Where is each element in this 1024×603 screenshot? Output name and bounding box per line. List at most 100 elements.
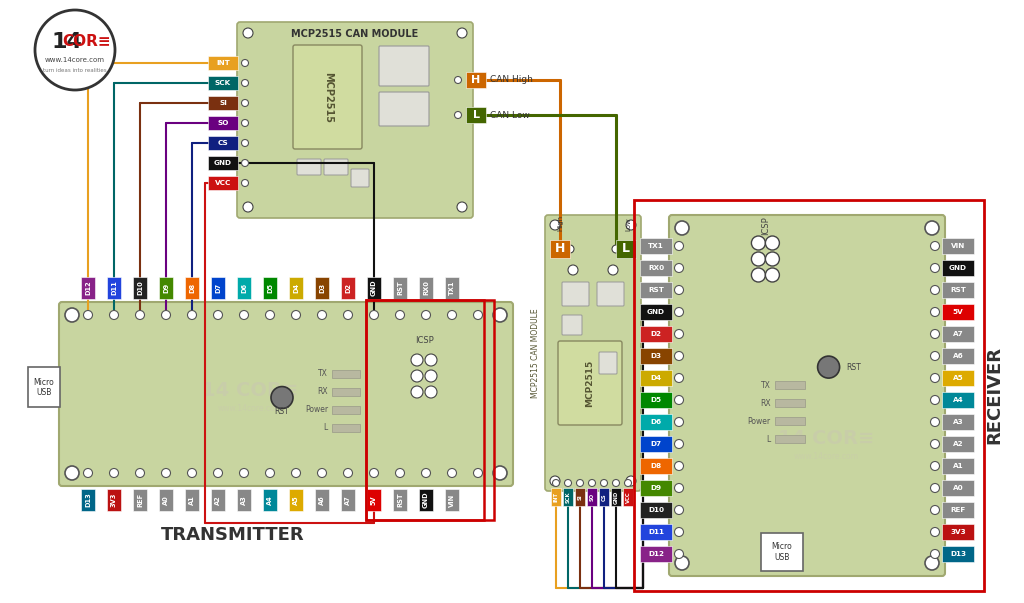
Bar xyxy=(774,435,805,443)
Text: TX1: TX1 xyxy=(648,243,664,249)
Circle shape xyxy=(213,311,222,320)
Bar xyxy=(393,489,407,511)
Circle shape xyxy=(765,252,779,266)
Circle shape xyxy=(242,60,249,66)
Text: INT: INT xyxy=(554,492,558,502)
Bar xyxy=(640,458,672,474)
Text: INT: INT xyxy=(216,60,229,66)
Bar xyxy=(81,277,95,299)
Bar xyxy=(942,304,974,320)
Circle shape xyxy=(242,99,249,107)
Text: D7: D7 xyxy=(215,283,221,293)
Circle shape xyxy=(931,285,939,294)
Text: D3: D3 xyxy=(650,353,662,359)
Circle shape xyxy=(422,469,430,478)
Text: A4: A4 xyxy=(267,495,273,505)
Circle shape xyxy=(675,285,683,294)
Circle shape xyxy=(265,469,274,478)
Text: 14 COR≡: 14 COR≡ xyxy=(202,381,298,400)
Bar xyxy=(332,424,360,432)
Text: SCK: SCK xyxy=(215,80,231,86)
Bar xyxy=(211,489,225,511)
Circle shape xyxy=(675,440,683,449)
Text: VIN: VIN xyxy=(951,243,966,249)
Circle shape xyxy=(493,466,507,480)
Text: A6: A6 xyxy=(319,495,325,505)
Text: GND: GND xyxy=(613,490,618,504)
Bar xyxy=(942,546,974,562)
Circle shape xyxy=(292,311,300,320)
Circle shape xyxy=(411,354,423,366)
Bar xyxy=(289,489,303,511)
Text: ICSP: ICSP xyxy=(761,216,770,235)
Bar xyxy=(942,392,974,408)
Circle shape xyxy=(110,311,119,320)
Circle shape xyxy=(493,308,507,322)
Text: www.14core.com: www.14core.com xyxy=(794,452,858,461)
Circle shape xyxy=(447,469,457,478)
Circle shape xyxy=(411,386,423,398)
Bar xyxy=(159,277,173,299)
Bar xyxy=(341,489,355,511)
Bar xyxy=(237,277,251,299)
Text: A0: A0 xyxy=(952,485,964,491)
Text: H: H xyxy=(555,242,565,256)
Circle shape xyxy=(765,268,779,282)
FancyBboxPatch shape xyxy=(351,169,369,187)
Bar xyxy=(550,240,570,258)
Circle shape xyxy=(675,352,683,361)
Circle shape xyxy=(553,479,559,487)
Bar xyxy=(774,381,805,390)
Text: D8: D8 xyxy=(189,283,195,293)
Text: SI: SI xyxy=(578,494,583,500)
Text: D4: D4 xyxy=(293,283,299,293)
Circle shape xyxy=(931,308,939,317)
Text: GND: GND xyxy=(647,309,665,315)
Circle shape xyxy=(213,469,222,478)
FancyBboxPatch shape xyxy=(297,159,321,175)
Circle shape xyxy=(931,440,939,449)
Text: A2: A2 xyxy=(215,495,221,505)
Bar xyxy=(208,56,238,70)
Bar xyxy=(367,277,381,299)
Text: D10: D10 xyxy=(648,507,664,513)
Circle shape xyxy=(317,469,327,478)
Bar xyxy=(466,107,486,123)
FancyBboxPatch shape xyxy=(558,341,622,425)
Text: TRANSMITTER: TRANSMITTER xyxy=(161,526,304,544)
Circle shape xyxy=(931,241,939,250)
Text: RX: RX xyxy=(760,399,771,408)
Circle shape xyxy=(187,311,197,320)
Bar xyxy=(640,392,672,408)
Bar xyxy=(81,489,95,511)
Text: H: H xyxy=(471,75,480,85)
Circle shape xyxy=(473,311,482,320)
Bar xyxy=(942,480,974,496)
Circle shape xyxy=(243,28,253,38)
Circle shape xyxy=(162,311,171,320)
Text: RX0: RX0 xyxy=(423,280,429,295)
FancyBboxPatch shape xyxy=(237,22,473,218)
Circle shape xyxy=(675,556,689,570)
Bar xyxy=(289,277,303,299)
Bar xyxy=(640,326,672,342)
Text: RST: RST xyxy=(950,287,966,293)
Circle shape xyxy=(550,220,560,230)
Bar xyxy=(640,370,672,386)
Text: High: High xyxy=(557,215,563,231)
Text: ICSP: ICSP xyxy=(415,336,433,345)
Circle shape xyxy=(675,505,683,514)
Bar xyxy=(211,277,225,299)
Circle shape xyxy=(457,202,467,212)
Text: 5V: 5V xyxy=(952,309,964,315)
Text: RX: RX xyxy=(317,388,328,397)
Text: SI: SI xyxy=(219,100,227,106)
Circle shape xyxy=(110,469,119,478)
Circle shape xyxy=(317,311,327,320)
Circle shape xyxy=(162,469,171,478)
Circle shape xyxy=(675,549,683,558)
Text: RST: RST xyxy=(648,287,664,293)
Circle shape xyxy=(931,549,939,558)
Circle shape xyxy=(242,80,249,86)
Circle shape xyxy=(265,311,274,320)
